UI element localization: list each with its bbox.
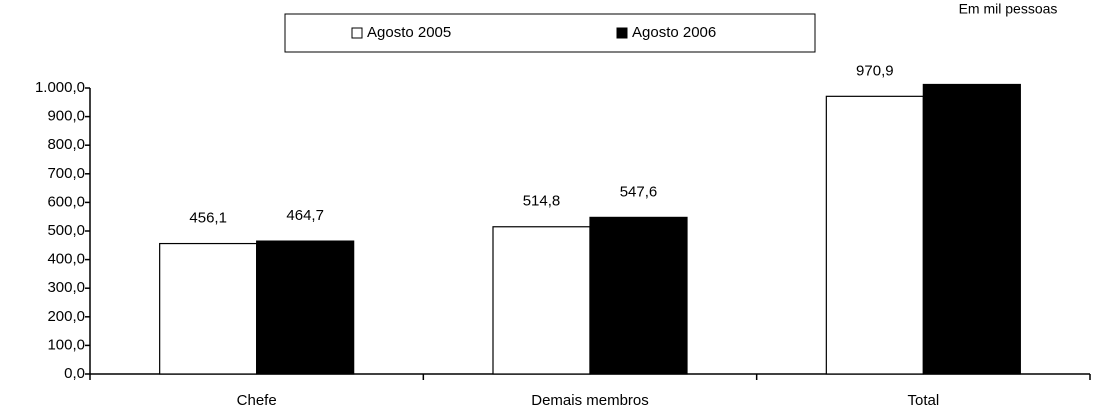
x-tick-label: Chefe [237,392,277,409]
legend-label: Agosto 2006 [632,24,716,41]
legend-label: Agosto 2005 [367,24,451,41]
legend-swatch [351,27,363,39]
y-tick-label: 0,0 [64,365,85,382]
y-tick-label: 100,0 [47,336,85,353]
unit-note: Em mil pessoas [959,1,1058,17]
y-tick-label: 300,0 [47,279,85,296]
value-label: 970,9 [856,62,894,79]
legend-swatch [616,27,628,39]
bar [825,95,924,375]
x-tick-label: Total [907,392,939,409]
value-label: 456,1 [189,210,227,227]
y-tick-label: 1.000,0 [35,79,85,96]
y-tick-label: 600,0 [47,193,85,210]
y-tick-label: 800,0 [47,136,85,153]
value-label: 464,7 [286,207,324,224]
value-label: 514,8 [523,193,561,210]
bar [922,83,1021,375]
bar [492,226,591,375]
y-tick-label: 500,0 [47,222,85,239]
y-tick-label: 900,0 [47,108,85,125]
y-tick-label: 700,0 [47,165,85,182]
y-tick-label: 200,0 [47,308,85,325]
x-tick-label: Demais membros [531,392,649,409]
bar [159,242,258,375]
value-label: 547,6 [620,183,658,200]
bar [256,240,355,375]
bar [589,216,688,375]
legend-box [284,13,816,53]
y-tick-label: 400,0 [47,251,85,268]
